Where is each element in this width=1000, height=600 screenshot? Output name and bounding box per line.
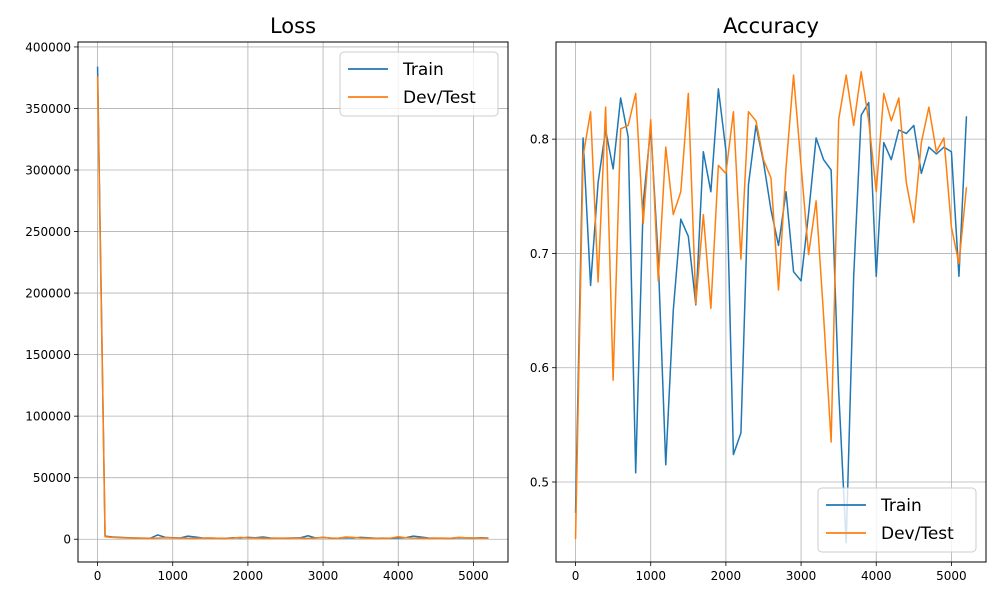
chart-accuracy-x-tick-label: 1000 xyxy=(635,569,666,583)
chart-loss-y-tick-label: 50000 xyxy=(33,471,71,485)
chart-loss-x-tick-label: 2000 xyxy=(233,569,264,583)
chart-loss-y-tick-label: 150000 xyxy=(25,348,71,362)
chart-accuracy-title: Accuracy xyxy=(723,14,819,38)
chart-accuracy-x-tick-label: 4000 xyxy=(861,569,892,583)
chart-accuracy-legend-box xyxy=(817,487,977,553)
chart-loss-legend-label-dev-test: Dev/Test xyxy=(403,88,476,108)
chart-loss-x-tick-label: 0 xyxy=(94,569,102,583)
chart-loss-y-tick-label: 0 xyxy=(63,533,71,547)
chart-loss-y-tick-label: 350000 xyxy=(25,102,71,116)
chart-accuracy-y-tick-label: 0.7 xyxy=(530,247,549,261)
chart-accuracy-y-tick-label: 0.6 xyxy=(530,361,549,375)
chart-accuracy-x-tick-label: 3000 xyxy=(786,569,817,583)
chart-accuracy-axes-frame xyxy=(555,41,987,563)
chart-accuracy-x-tick-label: 5000 xyxy=(936,569,967,583)
chart-loss-x-tick-label: 1000 xyxy=(157,569,188,583)
chart-accuracy: 0 1000 2000 3000 4000 5000 0.5 0.6 0.7 0.8 Accurac… xyxy=(530,14,987,583)
chart-loss-legend: Train Dev/Test xyxy=(339,51,499,117)
chart-loss-title: Loss xyxy=(270,14,316,38)
chart-accuracy-x-tick-label: 2000 xyxy=(711,569,742,583)
chart-loss-x-tick-label: 3000 xyxy=(308,569,339,583)
chart-loss-y-tick-label: 200000 xyxy=(25,287,71,301)
chart-loss-axes-frame xyxy=(77,41,509,563)
chart-loss: 0 1000 2000 3000 4000 50000500001000001500002… xyxy=(25,14,509,583)
chart-loss-y-tick-label: 100000 xyxy=(25,410,71,424)
chart-loss-series-dev-test-line xyxy=(96,76,489,540)
chart-loss-x-tick-label: 4000 xyxy=(383,569,414,583)
chart-loss-y-tick-label: 400000 xyxy=(25,40,71,54)
chart-loss-grid xyxy=(78,42,508,562)
chart-accuracy-x-tick-label: 0 xyxy=(572,569,580,583)
chart-accuracy-y-tick-label: 0.5 xyxy=(530,476,549,490)
chart-accuracy-series-dev-test-line xyxy=(574,70,968,540)
chart-loss-y-tick-label: 300000 xyxy=(25,164,71,178)
chart-loss-legend-box xyxy=(339,51,499,117)
chart-accuracy-legend-label-train: Train xyxy=(880,496,922,516)
chart-accuracy-legend: Train Dev/Test xyxy=(817,487,977,553)
chart-accuracy-y-tick-label: 0.8 xyxy=(530,133,549,147)
chart-loss-y-tick-label: 250000 xyxy=(25,225,71,239)
chart-loss-legend-label-train: Train xyxy=(402,60,444,80)
chart-loss-x-tick-label: 5000 xyxy=(458,569,489,583)
chart-accuracy-legend-label-dev-test: Dev/Test xyxy=(881,524,954,544)
